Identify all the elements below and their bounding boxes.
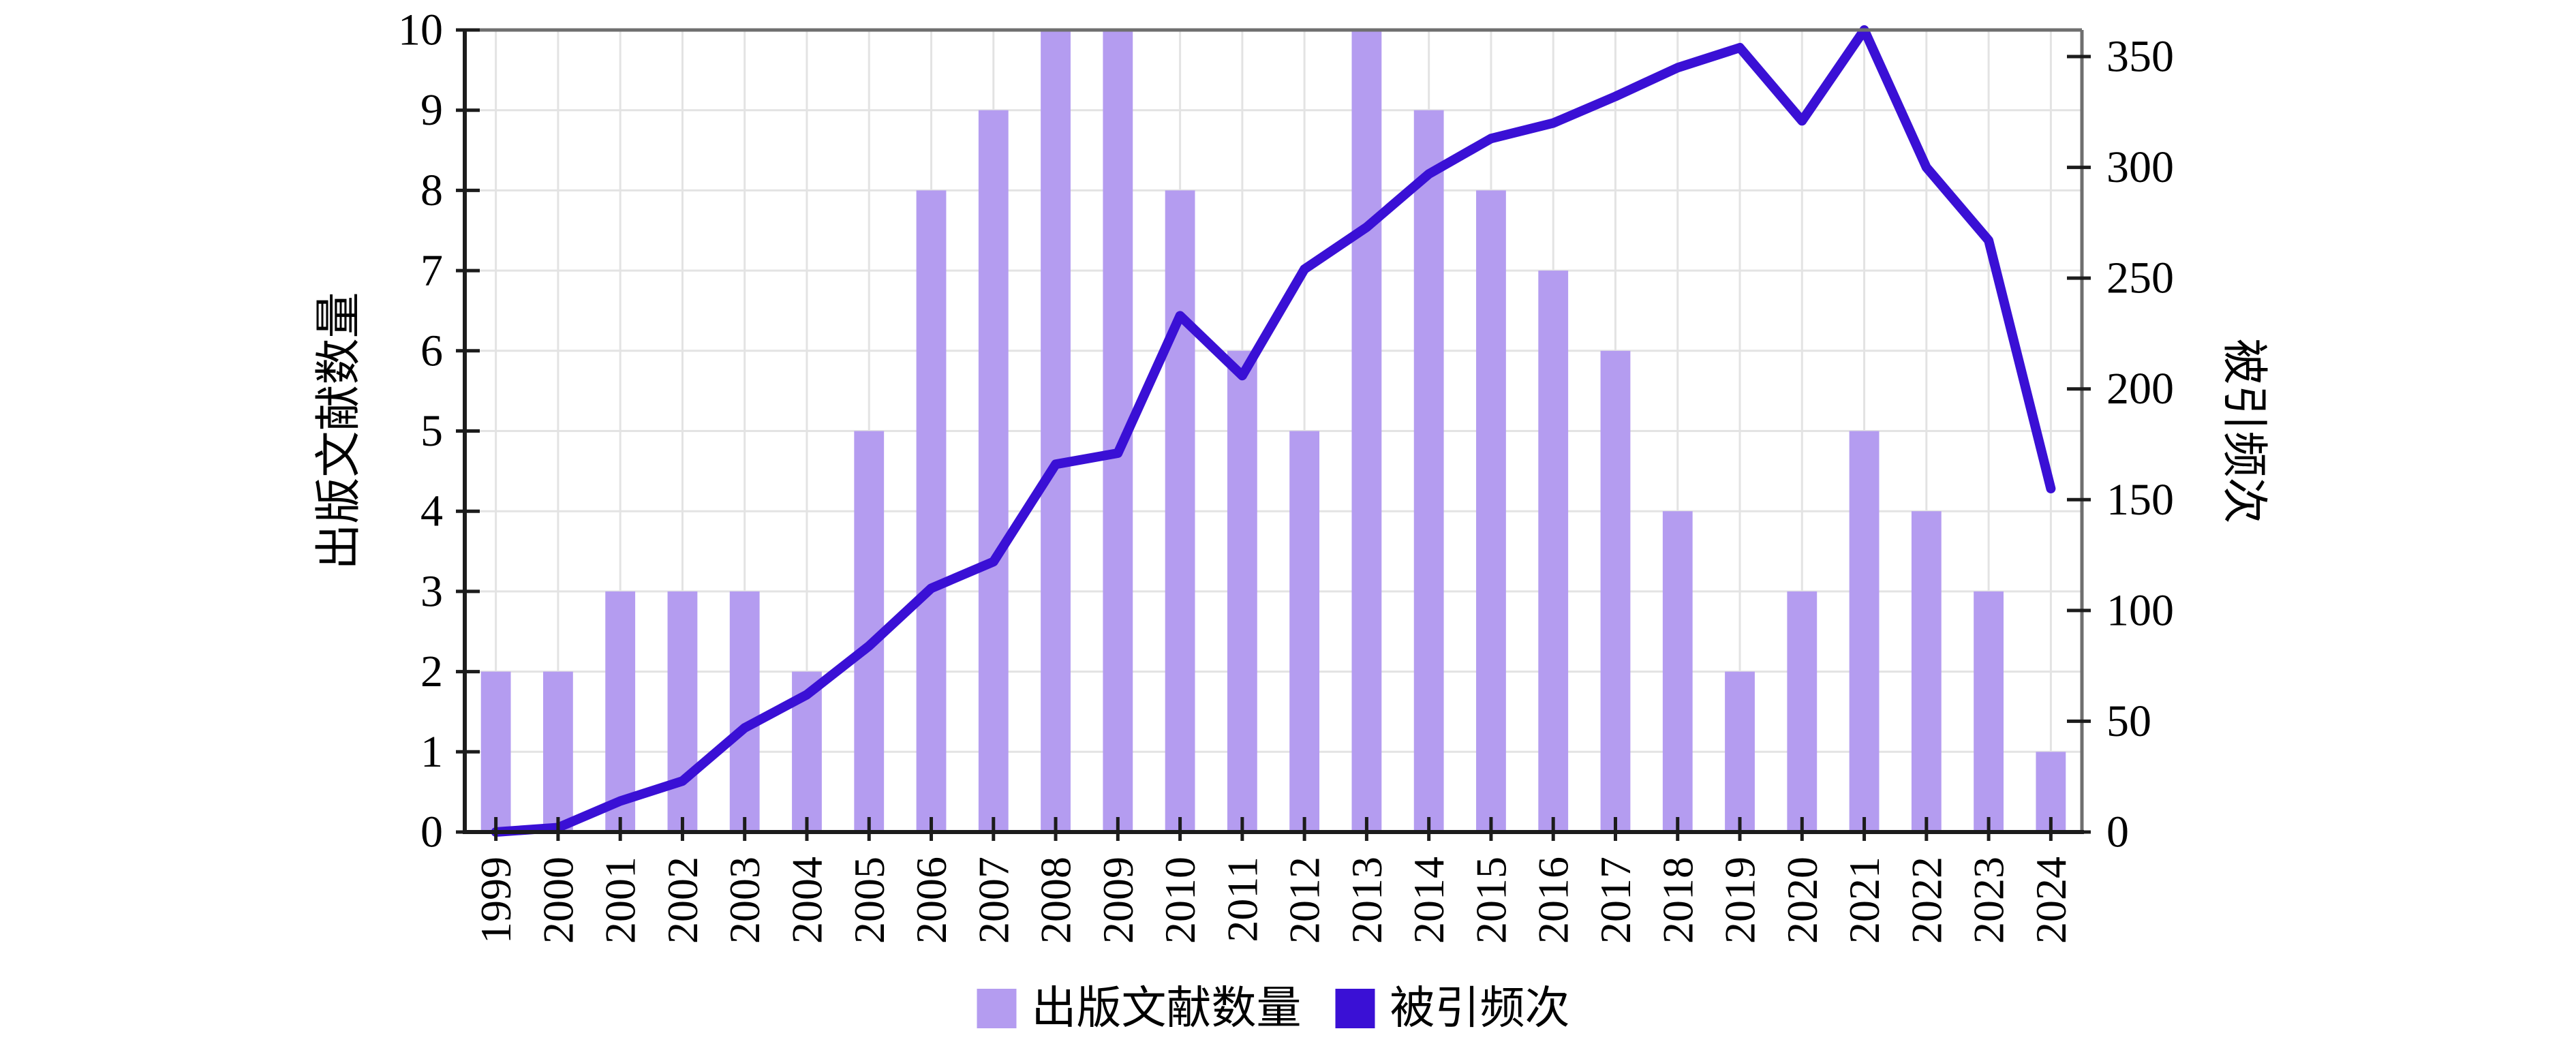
left-axis-tick-label: 3 bbox=[420, 566, 443, 616]
x-axis-label-2007: 2007 bbox=[969, 857, 1017, 944]
bar-2003 bbox=[729, 591, 760, 832]
x-axis-label-2015: 2015 bbox=[1467, 857, 1515, 944]
left-axis-title: 出版文献数量 bbox=[313, 292, 365, 570]
bar-2000 bbox=[542, 671, 573, 832]
x-axis-label-2006: 2006 bbox=[907, 857, 955, 944]
bar-2023 bbox=[1974, 591, 2004, 832]
bar-2018 bbox=[1662, 511, 1693, 832]
right-axis-title: 被引频次 bbox=[2218, 338, 2270, 523]
x-axis-label-1999: 1999 bbox=[472, 857, 520, 944]
right-axis-tick-label: 350 bbox=[2106, 32, 2174, 82]
right-axis-tick-label: 150 bbox=[2106, 475, 2174, 525]
left-axis-tick-label: 10 bbox=[398, 5, 443, 55]
bar-2007 bbox=[978, 110, 1009, 833]
right-axis-tick-label: 50 bbox=[2106, 696, 2151, 746]
bar-2006 bbox=[916, 190, 947, 832]
legend-swatch-line bbox=[1335, 989, 1375, 1028]
x-axis-label-2022: 2022 bbox=[1902, 857, 1950, 944]
x-axis-label-2021: 2021 bbox=[1840, 857, 1888, 944]
left-axis-tick-label: 6 bbox=[420, 326, 443, 375]
x-axis-label-2020: 2020 bbox=[1778, 857, 1826, 944]
x-axis-label-2009: 2009 bbox=[1094, 857, 1142, 944]
x-axis-label-2014: 2014 bbox=[1405, 857, 1453, 944]
bar-2016 bbox=[1538, 271, 1569, 833]
x-axis-label-2005: 2005 bbox=[845, 857, 893, 944]
left-axis-tick-label: 5 bbox=[420, 406, 443, 456]
right-axis-tick-label: 0 bbox=[2106, 807, 2129, 857]
x-axis-label-2023: 2023 bbox=[1965, 857, 2013, 944]
x-axis-label-2012: 2012 bbox=[1281, 857, 1329, 944]
left-axis-tick-label: 9 bbox=[420, 85, 443, 135]
bar-1999 bbox=[480, 671, 511, 832]
bar-2022 bbox=[1911, 511, 1942, 832]
bar-2012 bbox=[1289, 431, 1320, 832]
bar-2017 bbox=[1600, 350, 1631, 832]
x-axis-label-2019: 2019 bbox=[1716, 857, 1764, 944]
bar-2010 bbox=[1165, 190, 1195, 832]
bar-2014 bbox=[1413, 110, 1444, 833]
x-axis-label-2011: 2011 bbox=[1218, 857, 1266, 942]
left-axis-tick-label: 4 bbox=[420, 487, 443, 536]
bar-2001 bbox=[605, 591, 636, 832]
bar-2015 bbox=[1476, 190, 1506, 832]
x-axis-label-2001: 2001 bbox=[596, 857, 645, 944]
left-axis-tick-label: 0 bbox=[420, 807, 443, 857]
x-axis-label-2003: 2003 bbox=[720, 857, 769, 944]
x-axis-label-2008: 2008 bbox=[1032, 857, 1080, 944]
x-axis-label-2004: 2004 bbox=[782, 857, 831, 944]
left-axis-tick-label: 1 bbox=[420, 727, 443, 777]
bar-2011 bbox=[1227, 350, 1257, 832]
bar-2002 bbox=[667, 591, 698, 832]
legend-label: 被引频次 bbox=[1390, 984, 1570, 1034]
bar-2021 bbox=[1849, 431, 1880, 832]
bar-2013 bbox=[1351, 30, 1382, 832]
bar-2019 bbox=[1725, 671, 1755, 832]
legend-swatch-bars bbox=[977, 989, 1017, 1028]
right-axis-tick-label: 100 bbox=[2106, 585, 2174, 635]
x-axis-label-2024: 2024 bbox=[2027, 857, 2075, 944]
x-axis-label-2016: 2016 bbox=[1529, 857, 1578, 944]
bar-2008 bbox=[1041, 30, 1071, 832]
left-axis-tick-label: 8 bbox=[420, 166, 443, 215]
x-axis-label-2017: 2017 bbox=[1591, 857, 1640, 944]
x-axis-label-2018: 2018 bbox=[1653, 857, 1702, 944]
x-axis-label-2013: 2013 bbox=[1343, 857, 1391, 944]
left-axis-tick-label: 2 bbox=[420, 647, 443, 696]
right-axis-tick-label: 300 bbox=[2106, 142, 2174, 192]
citation-trend-line bbox=[491, 25, 2056, 837]
x-axis-label-2002: 2002 bbox=[658, 857, 707, 944]
right-axis-tick-label: 250 bbox=[2106, 253, 2174, 303]
x-axis-label-2010: 2010 bbox=[1156, 857, 1204, 944]
legend-label: 出版文献数量 bbox=[1032, 984, 1302, 1034]
bar-2020 bbox=[1787, 591, 1818, 832]
right-axis-tick-label: 200 bbox=[2106, 364, 2174, 414]
x-axis-label-2000: 2000 bbox=[534, 857, 582, 944]
left-axis-tick-label: 7 bbox=[420, 246, 443, 296]
